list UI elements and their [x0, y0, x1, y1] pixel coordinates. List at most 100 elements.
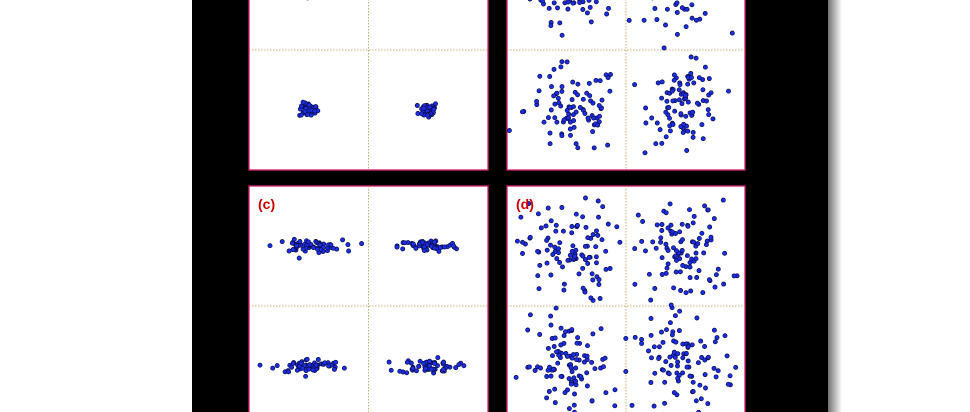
data-point	[674, 10, 680, 15]
data-point	[639, 238, 645, 244]
data-point	[607, 266, 613, 271]
data-point	[552, 244, 558, 250]
data-point	[527, 234, 533, 240]
data-point	[291, 236, 297, 242]
data-point	[386, 359, 392, 365]
data-point	[654, 222, 660, 228]
data-point	[652, 370, 658, 376]
data-point	[580, 214, 586, 220]
data-point	[340, 237, 346, 243]
data-point	[688, 54, 694, 60]
data-point	[548, 23, 554, 29]
data-point	[317, 242, 323, 248]
data-point	[426, 363, 432, 369]
data-point	[673, 253, 679, 259]
data-point	[594, 228, 599, 234]
data-point	[575, 92, 581, 98]
data-point	[520, 239, 525, 245]
data-point	[731, 273, 737, 279]
data-point	[547, 74, 553, 79]
data-point	[674, 0, 680, 6]
data-point	[538, 225, 544, 231]
constellation-cluster	[386, 355, 467, 376]
data-point	[290, 247, 296, 253]
data-point	[595, 232, 601, 238]
data-point	[684, 148, 690, 153]
data-point	[722, 333, 728, 339]
data-point	[640, 219, 646, 224]
data-point	[590, 100, 596, 106]
data-point	[404, 359, 410, 365]
data-point	[562, 390, 568, 396]
data-point	[648, 316, 654, 321]
data-point	[518, 214, 524, 220]
data-point	[551, 0, 557, 6]
data-point	[580, 96, 586, 102]
data-point	[576, 271, 582, 277]
data-point	[570, 243, 576, 249]
data-point	[679, 248, 685, 253]
data-point	[713, 374, 719, 380]
data-point	[676, 97, 682, 103]
data-point	[646, 348, 651, 354]
data-point	[691, 213, 697, 219]
data-point	[559, 84, 565, 90]
data-point	[546, 5, 552, 11]
data-point	[559, 59, 565, 65]
data-point	[673, 248, 679, 254]
data-point	[678, 288, 684, 293]
data-point	[671, 245, 676, 251]
data-point	[564, 59, 570, 65]
data-point	[413, 245, 419, 251]
data-point	[582, 257, 588, 263]
data-point	[711, 327, 717, 333]
data-point	[685, 223, 691, 229]
data-point	[557, 240, 563, 246]
data-point	[672, 354, 678, 360]
data-point	[702, 10, 708, 16]
data-point	[697, 382, 703, 388]
data-point	[328, 242, 334, 248]
data-point	[702, 344, 708, 349]
data-point	[663, 359, 669, 365]
data-point	[660, 339, 666, 345]
data-point	[578, 374, 584, 380]
data-point	[330, 245, 336, 251]
data-point	[641, 17, 647, 23]
data-point	[694, 315, 700, 321]
panel-d: (d)	[506, 185, 746, 412]
data-point	[580, 0, 586, 5]
data-point	[667, 201, 673, 207]
data-point	[559, 205, 565, 210]
constellation-cluster	[641, 0, 735, 51]
data-point	[322, 360, 328, 366]
data-point	[639, 337, 645, 342]
data-point	[333, 359, 339, 365]
data-point	[683, 290, 689, 296]
data-point	[655, 80, 661, 86]
data-point	[595, 198, 601, 204]
data-point	[537, 262, 543, 268]
data-point	[417, 358, 423, 364]
data-point	[590, 232, 596, 238]
data-point	[676, 87, 682, 93]
data-point	[565, 257, 571, 263]
data-point	[669, 229, 675, 235]
data-point	[315, 246, 321, 252]
data-point	[649, 115, 655, 121]
data-point	[394, 244, 400, 250]
data-point	[559, 133, 565, 139]
data-point	[689, 75, 694, 80]
data-point	[656, 356, 662, 361]
data-point	[544, 260, 550, 266]
data-point	[286, 369, 292, 375]
data-point	[659, 222, 665, 227]
data-point	[552, 101, 558, 107]
data-point	[571, 124, 577, 130]
data-point	[675, 359, 681, 365]
data-point	[677, 82, 683, 88]
constellation-cluster	[257, 356, 347, 379]
data-point	[594, 260, 599, 266]
data-point	[693, 17, 699, 23]
data-point	[300, 246, 306, 252]
